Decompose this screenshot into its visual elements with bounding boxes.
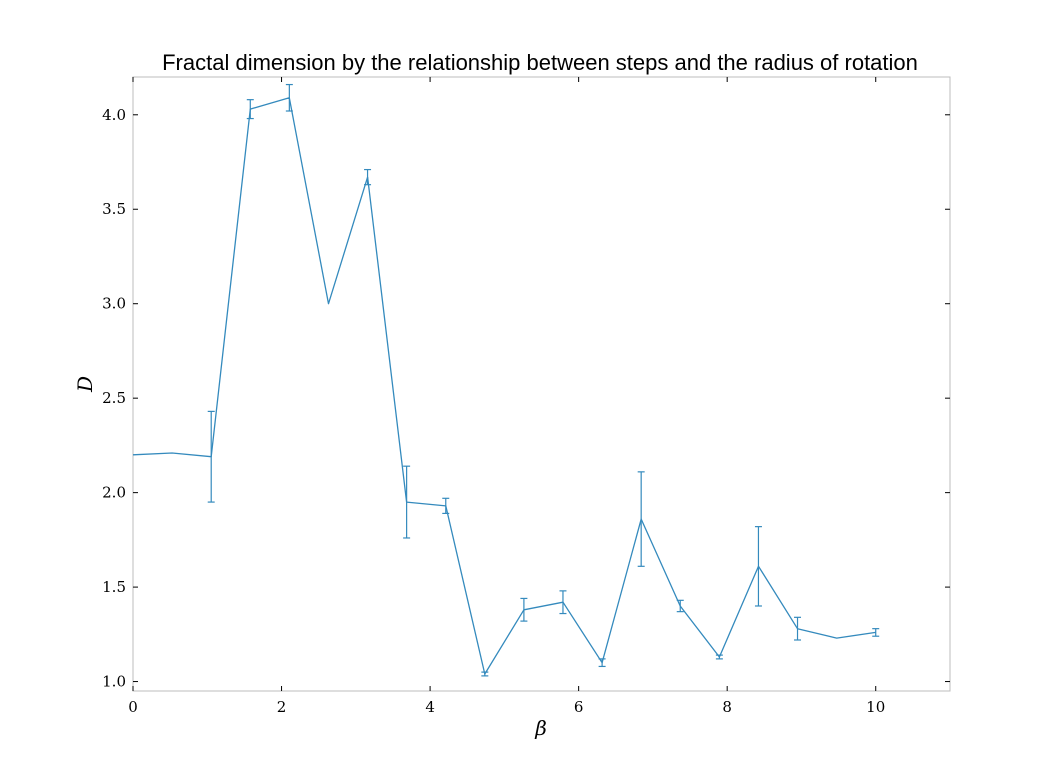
y-tick-label: 1.0 — [102, 673, 126, 691]
x-axis-label: β — [534, 716, 547, 740]
y-tick-label: 2.0 — [102, 484, 126, 502]
x-tick-label: 2 — [277, 698, 287, 716]
y-axis-label: D — [73, 376, 97, 393]
chart-title: Fractal dimension by the relationship be… — [162, 50, 918, 75]
x-tick-label: 8 — [722, 698, 732, 716]
y-tick-label: 1.5 — [102, 578, 126, 596]
y-tick-label: 3.5 — [102, 200, 126, 218]
y-tick-label: 2.5 — [102, 389, 126, 407]
x-tick-label: 0 — [128, 698, 138, 716]
y-tick-label: 4.0 — [102, 106, 126, 124]
x-tick-label: 4 — [425, 698, 435, 716]
x-tick-label: 10 — [866, 698, 885, 716]
series-line-D — [132, 97, 876, 675]
y-tick-label: 3.0 — [102, 295, 126, 313]
x-tick-label: 6 — [574, 698, 584, 716]
plot-frame — [132, 76, 951, 692]
ticks-layer: 0 2 4 6 8 10 1.0 1.5 2.0 2.5 3.0 3.5 4.0 — [102, 77, 950, 716]
